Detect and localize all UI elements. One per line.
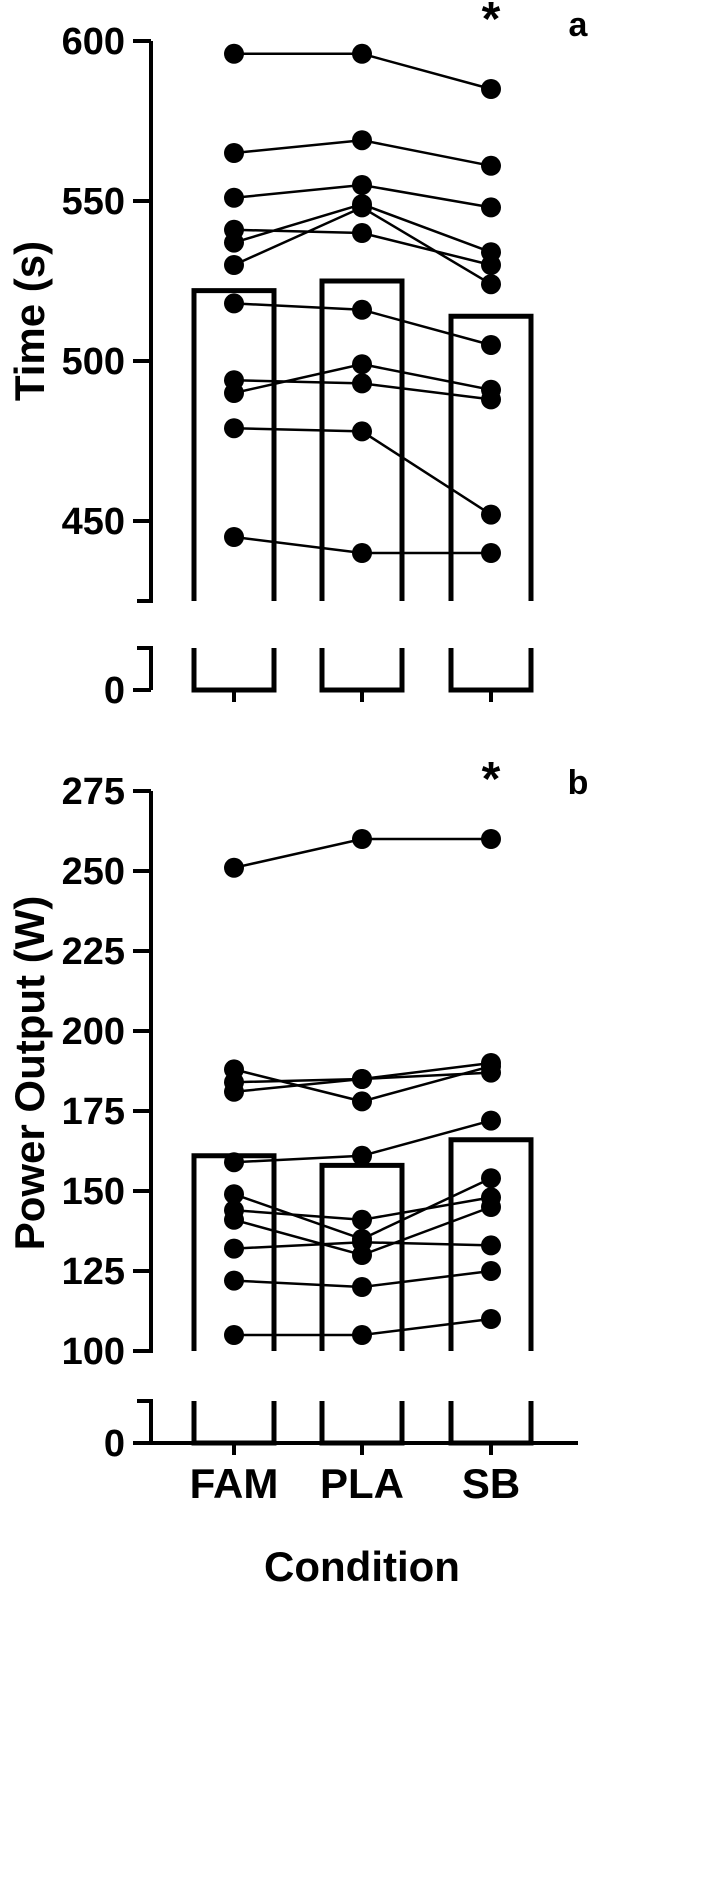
data-point bbox=[352, 43, 372, 64]
data-point bbox=[224, 232, 244, 253]
data-point bbox=[224, 1238, 244, 1259]
y-axis-title: Time (s) bbox=[6, 241, 53, 401]
bar-sb bbox=[448, 313, 534, 601]
data-point bbox=[352, 1325, 372, 1345]
data-point bbox=[224, 1081, 244, 1102]
panel-a-time-chart: 450 500 550 600 0 * a Time (s) bbox=[6, 0, 589, 712]
panel-b-power-output-chart: 100 125 150 175 200 225 250 275 0 * b Power Output … bbox=[6, 753, 588, 1590]
data-point bbox=[481, 79, 501, 99]
bar-base-sb bbox=[448, 1401, 534, 1446]
data-point bbox=[481, 543, 501, 563]
bar-pla bbox=[319, 278, 405, 601]
data-point bbox=[352, 197, 372, 218]
panel-label: a bbox=[569, 6, 589, 44]
y-tick-label: 125 bbox=[62, 1251, 125, 1293]
data-point bbox=[481, 197, 501, 218]
data-point bbox=[481, 1168, 501, 1189]
data-point bbox=[224, 1152, 244, 1173]
significance-star: * bbox=[482, 0, 501, 46]
y-tick-label: 100 bbox=[62, 1331, 125, 1373]
data-point bbox=[481, 274, 501, 295]
data-point bbox=[481, 155, 501, 176]
y-tick-label: 500 bbox=[62, 341, 125, 383]
subject-line bbox=[233, 205, 492, 286]
x-category-label-sb: SB bbox=[462, 1460, 520, 1507]
data-point bbox=[352, 1209, 372, 1230]
data-point bbox=[352, 373, 372, 394]
data-point bbox=[352, 354, 372, 375]
data-point bbox=[481, 379, 501, 400]
data-point bbox=[224, 527, 244, 547]
bar-base-sb bbox=[448, 648, 534, 693]
data-point bbox=[352, 421, 372, 442]
y-tick-label-zero: 0 bbox=[104, 670, 125, 712]
y-tick-label: 150 bbox=[62, 1171, 125, 1213]
data-point bbox=[224, 383, 244, 403]
data-point bbox=[481, 1062, 501, 1083]
bar-base-fam bbox=[191, 648, 277, 693]
x-category-label-pla: PLA bbox=[320, 1460, 404, 1507]
bar-fam bbox=[191, 288, 277, 601]
data-point bbox=[224, 293, 244, 314]
data-point bbox=[224, 187, 244, 208]
data-point bbox=[481, 242, 501, 263]
data-point bbox=[481, 1309, 501, 1329]
bar-base-pla bbox=[319, 1401, 405, 1446]
data-point bbox=[224, 43, 244, 64]
y-tick-label: 275 bbox=[62, 771, 125, 813]
data-point bbox=[224, 143, 244, 163]
y-tick-label: 600 bbox=[62, 21, 125, 63]
y-tick-label-zero: 0 bbox=[104, 1423, 125, 1465]
data-point bbox=[352, 1277, 372, 1297]
significance-star: * bbox=[482, 753, 501, 806]
data-point bbox=[224, 1184, 244, 1205]
data-point bbox=[352, 1145, 372, 1166]
data-point bbox=[481, 1110, 501, 1131]
data-point bbox=[352, 223, 372, 243]
y-tick-label: 550 bbox=[62, 181, 125, 223]
y-tick-label: 225 bbox=[62, 931, 125, 973]
data-point bbox=[224, 255, 244, 275]
data-point bbox=[224, 1209, 244, 1230]
data-point bbox=[224, 1270, 244, 1291]
data-point bbox=[481, 1197, 501, 1217]
x-category-label-fam: FAM bbox=[190, 1460, 279, 1507]
y-axis-title: Power Output (W) bbox=[6, 896, 53, 1251]
data-point bbox=[352, 1232, 372, 1253]
x-axis-title: Condition bbox=[264, 1543, 460, 1590]
data-point bbox=[352, 543, 372, 563]
y-tick-label: 450 bbox=[62, 501, 125, 543]
data-point bbox=[352, 175, 372, 195]
data-point bbox=[352, 299, 372, 320]
y-tick-label: 250 bbox=[62, 851, 125, 893]
data-point bbox=[224, 418, 244, 439]
y-tick-label: 175 bbox=[62, 1091, 125, 1133]
data-point bbox=[352, 1069, 372, 1089]
bar-base-pla bbox=[319, 648, 405, 693]
data-point bbox=[352, 1091, 372, 1112]
panel-label: b bbox=[568, 764, 589, 802]
data-point bbox=[481, 1261, 501, 1281]
data-point bbox=[481, 335, 501, 355]
data-point bbox=[481, 504, 501, 525]
data-point bbox=[224, 857, 244, 878]
data-point bbox=[352, 829, 372, 849]
data-point bbox=[481, 829, 501, 849]
data-point bbox=[481, 1235, 501, 1256]
y-tick-label: 200 bbox=[62, 1011, 125, 1053]
data-point bbox=[352, 130, 372, 151]
data-point bbox=[224, 1325, 244, 1345]
bar-base-fam bbox=[191, 1401, 277, 1446]
